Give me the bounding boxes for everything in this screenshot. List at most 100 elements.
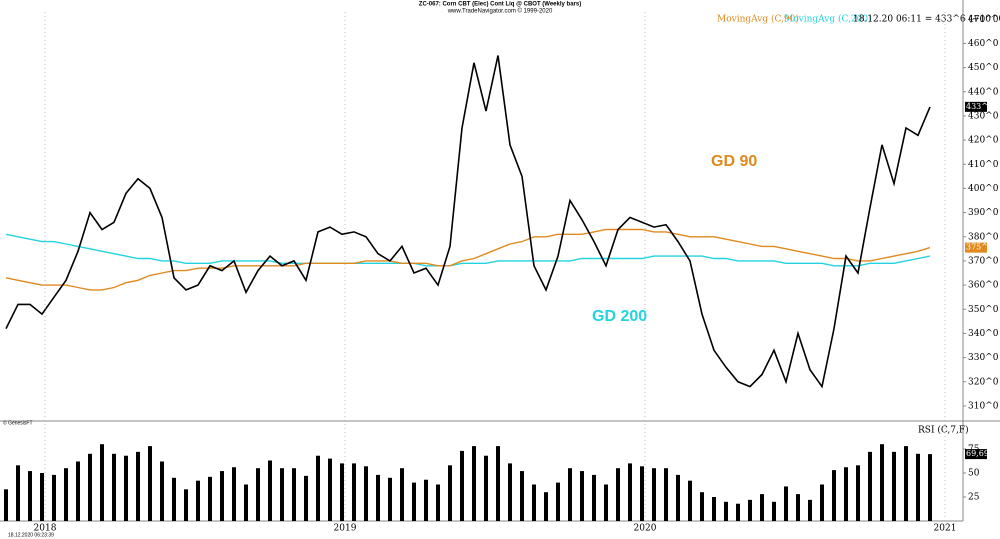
bar	[100, 444, 104, 521]
bar	[712, 497, 716, 521]
bar	[376, 474, 380, 521]
chart-subtitle: www.TradeNavigator.com © 1999-2020	[447, 8, 553, 15]
x-tick-label: 2020	[634, 524, 657, 534]
annotation: GD 90	[711, 153, 757, 170]
bar	[736, 503, 740, 521]
y-tick-label: 460^0	[968, 39, 999, 49]
bar	[172, 477, 176, 521]
bar	[208, 476, 212, 521]
bar	[124, 455, 128, 521]
bar	[616, 468, 620, 521]
bar	[136, 451, 140, 521]
bar	[928, 454, 932, 521]
bar	[160, 461, 164, 521]
bar	[532, 484, 536, 521]
bar	[796, 494, 800, 521]
y-tick-label: 350^0	[968, 305, 999, 315]
bar	[64, 468, 68, 521]
y-tick-label: 340^0	[968, 329, 999, 339]
bar	[724, 501, 728, 521]
bar	[388, 477, 392, 521]
line-series	[5, 233, 931, 267]
line-series	[5, 55, 931, 389]
bar	[592, 474, 596, 521]
bar	[4, 489, 8, 521]
bar	[772, 501, 776, 521]
y-tick-label: 330^0	[968, 353, 999, 363]
bar	[760, 494, 764, 521]
y-tick-label: 380^0	[968, 232, 999, 242]
bar	[364, 466, 368, 521]
y-tick-label: 25	[968, 493, 980, 503]
y-tick-label: 310^0	[968, 401, 999, 411]
last-value-box	[965, 449, 987, 460]
bar	[784, 486, 788, 521]
chart-title: ZC-067: Corn CBT (Elec) Cont Liq @ CBOT …	[419, 2, 581, 8]
bar	[76, 461, 80, 521]
bar	[328, 458, 332, 521]
bar	[112, 453, 116, 521]
y-tick-label: 370^0	[968, 256, 999, 266]
x-tick-label: 2021	[934, 524, 957, 534]
bar	[292, 468, 296, 521]
bar	[808, 499, 812, 521]
bar	[52, 474, 56, 521]
last-value-label: 69,69	[966, 449, 989, 458]
x-tick-label: 2018	[34, 524, 57, 534]
last-value-box	[965, 242, 987, 253]
y-tick-label: 410^0	[968, 160, 999, 170]
bar	[868, 451, 872, 521]
legend-item: MovingAvg (C,90)	[717, 14, 799, 25]
y-tick-label: 390^0	[968, 208, 999, 218]
annotation: GD 200	[592, 308, 647, 325]
y-tick-label: 420^0	[968, 136, 999, 146]
quote-info: 18.12.20 06:11 = 433^6 (+10^0)	[853, 14, 1000, 25]
legend-item: MovingAvg (C,200)	[784, 14, 872, 25]
bar	[424, 479, 428, 521]
bar	[688, 480, 692, 521]
bar	[40, 473, 44, 521]
bar	[676, 474, 680, 521]
bar	[640, 466, 644, 521]
bar	[448, 465, 452, 521]
y-tick-label: 400^0	[968, 184, 999, 194]
panel-title: RSI (C,7,F)	[918, 425, 969, 436]
bar	[28, 471, 32, 521]
bar	[892, 451, 896, 521]
bar	[184, 489, 188, 521]
bar	[280, 468, 284, 521]
bar	[580, 471, 584, 521]
bar	[484, 455, 488, 521]
bar	[400, 468, 404, 521]
bar	[316, 455, 320, 521]
copyright: © GenesisFT	[3, 419, 33, 426]
bar	[544, 492, 548, 521]
timestamp: 18.12.2020 06:23:39	[8, 532, 54, 538]
bar	[520, 471, 524, 521]
x-tick-label: 2019	[334, 524, 357, 534]
bar	[460, 450, 464, 521]
bar	[196, 480, 200, 521]
bar	[832, 470, 836, 521]
bar	[472, 446, 476, 521]
bar	[268, 460, 272, 521]
y-tick-label: 450^0	[968, 63, 999, 73]
bar	[628, 463, 632, 521]
line-series	[5, 228, 931, 291]
bar	[244, 484, 248, 521]
bar	[220, 471, 224, 521]
bar	[856, 465, 860, 521]
bar	[148, 446, 152, 521]
bar	[748, 499, 752, 521]
bar	[604, 484, 608, 521]
y-tick-label: 430^0	[968, 111, 999, 121]
bar	[916, 453, 920, 521]
bar	[232, 467, 236, 521]
bar	[304, 475, 308, 521]
y-tick-label: 470^0	[968, 15, 999, 25]
bar	[412, 482, 416, 521]
bar	[844, 467, 848, 521]
last-value-box	[965, 101, 987, 112]
bar	[904, 446, 908, 521]
